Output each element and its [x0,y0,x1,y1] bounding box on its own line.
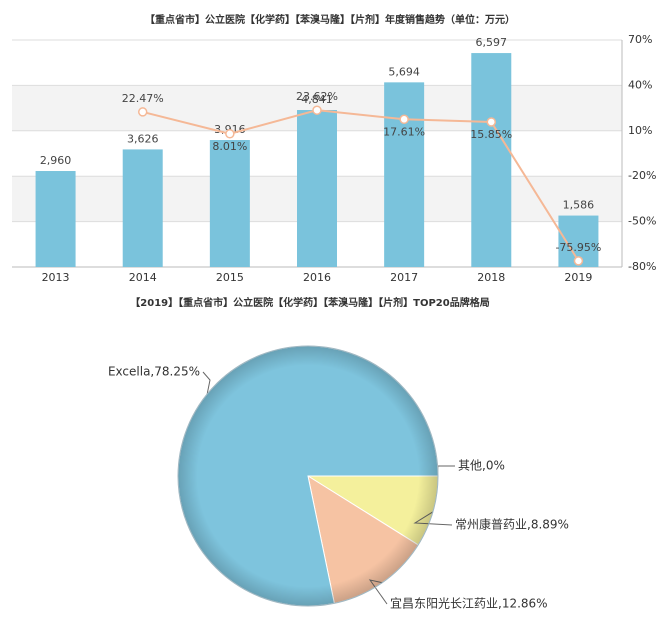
bar [209,140,250,267]
pie-shade [177,345,439,607]
x-tick-label: 2017 [390,271,418,284]
line-point [312,105,322,115]
y2-tick-label: -80% [628,260,656,273]
y2-tick-label: 70% [628,33,652,46]
line-value-label: 15.85% [470,128,512,141]
line-point [137,107,148,117]
line-point [486,117,497,127]
bar-value-label: 1,586 [563,199,595,212]
bar-value-label: 4,841 [301,93,333,106]
y2-tick-label: 10% [628,124,652,137]
x-tick-label: 2018 [477,271,505,284]
pie-label: 常州康普药业,8.89% [455,517,569,532]
pie-label: Excella,78.25% [108,365,200,379]
x-tick-label: 2013 [42,271,70,284]
x-tick-label: 2016 [303,271,331,284]
chart-title: 【重点省市】公立医院【化学药】【苯溴马隆】【片剂】年度销售趋势（单位：万元） [145,13,515,26]
leader-line [437,465,455,476]
line-value-label: 23.62% [296,90,338,103]
line [142,109,580,262]
bar [297,110,337,268]
leader-line [202,371,211,395]
bar-value-label: 6,597 [476,36,508,49]
y2-tick-label: -50% [628,215,656,228]
y2-tick-label: 40% [628,78,652,91]
line-point [399,114,409,125]
bar-value-label: 2,960 [40,154,72,167]
line-value-label: 22.47% [122,92,164,105]
bar-value-label: 5,694 [388,65,420,78]
line-value-label: 8.01% [212,140,247,153]
line-point [225,129,235,139]
line-point [573,256,584,266]
bar [471,53,512,268]
x-tick-label: 2015 [216,271,244,284]
bar [122,149,163,267]
bar-value-label: 3,626 [127,132,159,145]
bar [384,82,425,267]
line-value-label: -75.95% [555,241,601,254]
pie-label: 宜昌东阳光长江药业,12.86% [390,596,548,611]
chart-title: 【2019】【重点省市】公立医院【化学药】【苯溴马隆】【片剂】TOP20品牌格局 [130,296,489,309]
pie-label: 其他,0% [458,459,505,473]
x-tick-label: 2019 [564,271,592,284]
bar [35,171,76,267]
x-tick-label: 2014 [129,271,157,284]
line-value-label: 17.61% [383,125,425,138]
y2-tick-label: -20% [628,169,656,182]
